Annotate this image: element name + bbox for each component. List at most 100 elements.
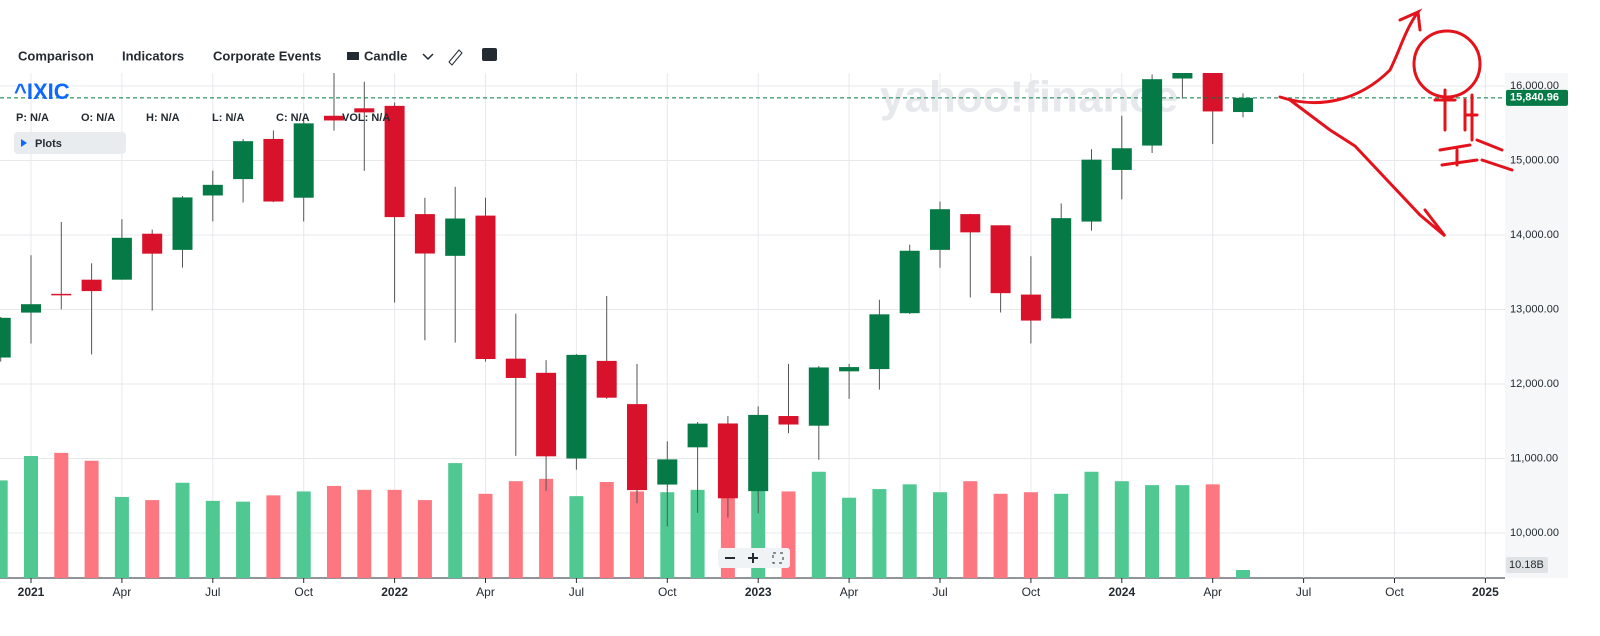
candle-body [1202,73,1223,112]
candle-body [1051,218,1072,319]
candle-body [687,423,708,448]
candle-body [1142,79,1163,146]
candle-body [21,304,41,313]
candle-body [324,115,344,121]
y-tick-label: 14,000.00 [1510,229,1559,241]
draw-icon[interactable] [448,49,463,66]
zoom-controls [718,548,790,568]
y-tick-label: 15,000.00 [1510,154,1559,166]
plots-button[interactable] [14,132,126,154]
last-price-label: 15,840.96 [1510,92,1559,104]
volume-bar [1145,485,1160,578]
volume-bar [630,491,644,578]
volume-label-box [1506,556,1548,573]
candle-body [596,360,617,398]
volume-bar [54,452,69,578]
volume-bar [690,489,705,578]
volume-bar [387,489,402,578]
candle-body [899,250,920,314]
watermark: yahoo!finance [880,73,1178,122]
volume-bar [357,489,372,578]
candle-body [384,105,405,218]
candle-body [1081,159,1102,222]
volume-bar [1175,485,1190,578]
volume-bar [448,463,463,578]
chart-type-button[interactable]: Candle [364,48,407,63]
volume-bar [872,489,887,578]
x-tick-label: Apr [1203,585,1222,599]
candle-body [627,404,647,491]
y-tick-label: 12,000.00 [1510,378,1559,390]
volume-bar [1114,481,1129,578]
volume-bar [963,481,978,578]
y-axis-panel [1505,73,1568,578]
legend-field: C: N/A [276,112,310,124]
volume-bar [569,496,584,578]
volume-bar [508,481,523,578]
comparison-button[interactable]: Comparison [18,48,94,63]
x-tick-label: Jul [1296,585,1311,599]
candle-body [536,372,557,457]
x-tick-label: Jul [569,585,584,599]
candle-body [202,184,223,196]
candle-body [1020,294,1041,321]
legend-field: P: N/A [16,112,49,124]
volume-bar [327,485,341,578]
candle-body [263,138,284,202]
x-tick-label: Oct [294,585,313,599]
candle-body [414,214,435,254]
last-price-box [1506,89,1568,106]
volume-bar [84,460,99,578]
candle-body [445,218,466,256]
volume-bar [1205,484,1220,578]
volume-bar [478,493,493,578]
indicators-button[interactable]: Indicators [122,48,184,63]
candle-body [657,459,678,485]
x-tick-label: Oct [1385,585,1404,599]
volume-bar [296,491,311,578]
x-tick-label: 2022 [381,585,408,599]
x-tick-label: Oct [1022,585,1041,599]
volume-bar [660,492,675,578]
legend-field: H: N/A [146,112,180,124]
candle-body [717,423,738,499]
corporate-events-button[interactable]: Corporate Events [213,48,321,63]
volume-bar [842,497,857,578]
candle-body [1233,97,1253,113]
candle-body [475,215,496,360]
candle-body [142,233,163,254]
axis-layer: 10,000.00 11,000.00 12,000.00 13,000.00 14,0… [0,80,1568,599]
volume-bar [1054,493,1069,578]
volume-label: 10.18B [1509,559,1544,571]
volume-bar [145,500,160,578]
plots-label: Plots [35,138,62,150]
volume-bar [417,500,432,578]
candle-body [566,354,587,459]
volume-bar [811,471,826,578]
x-tick-label: Apr [840,585,859,599]
candle-body [1172,73,1193,79]
legend-field: VOL: N/A [342,112,390,124]
candle-body [505,358,526,378]
x-tick-label: 2023 [745,585,772,599]
zoom-in[interactable] [748,553,758,563]
y-tick-label: 10,000.00 [1510,527,1559,539]
x-tick-label: Apr [476,585,495,599]
candle-body [1111,148,1132,170]
volume-bar [599,481,614,578]
candle-body [960,214,981,233]
volume-bar [175,482,190,578]
candle-body [808,367,829,426]
y-tick-label: 11,000.00 [1510,452,1558,464]
zoom-fit[interactable] [772,552,784,564]
x-tick-label: 2025 [1472,585,1499,599]
volume-bar [0,480,8,578]
candle-body [930,209,950,250]
volume-bar [24,456,38,578]
dropdown-icon[interactable] [422,53,434,61]
layout-icon[interactable] [482,48,497,61]
candle-body [839,367,860,372]
candle-icon [347,52,359,60]
